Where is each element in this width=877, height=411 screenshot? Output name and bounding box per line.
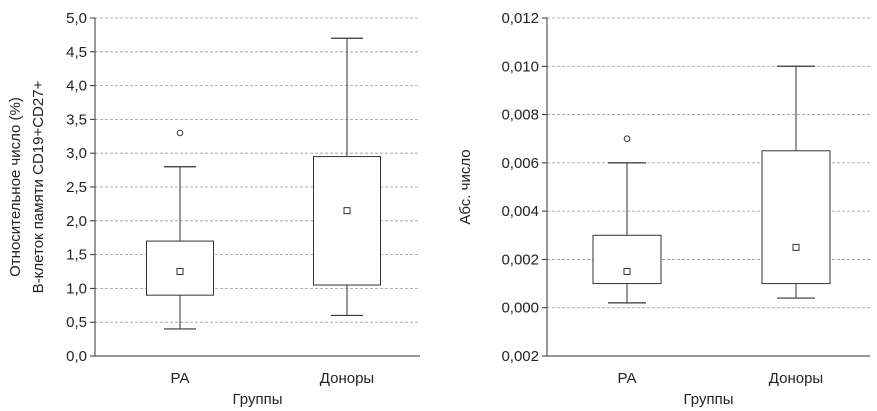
x-axis-title: Группы bbox=[684, 391, 734, 408]
x-category-label: PA bbox=[618, 370, 637, 387]
y-tick-label: 2,5 bbox=[66, 179, 87, 196]
y-tick-label: 1,5 bbox=[66, 247, 87, 264]
box-2 bbox=[761, 65, 831, 299]
y-tick-label: 5,0 bbox=[66, 10, 87, 27]
y-axis-title: B-клеток памяти CD19+CD27+ bbox=[30, 80, 47, 293]
y-tick-label: 2,0 bbox=[66, 213, 87, 230]
box-1 bbox=[146, 129, 214, 330]
outlier-point bbox=[176, 129, 184, 137]
y-tick-label: 1,0 bbox=[66, 280, 87, 297]
y-tick-label: 0,010 bbox=[501, 58, 539, 75]
x-category-label: Доноры bbox=[769, 370, 823, 387]
y-tick-label: 3,5 bbox=[66, 111, 87, 128]
box-2 bbox=[313, 37, 381, 317]
y-tick-label: 0,002 bbox=[501, 251, 539, 268]
y-tick-label: 0,0 bbox=[66, 348, 87, 365]
iqr-box bbox=[592, 234, 662, 285]
y-tick-label: 0,000 bbox=[501, 300, 539, 317]
box-1 bbox=[592, 135, 662, 304]
median-marker bbox=[623, 268, 631, 275]
y-tick-label: 0,008 bbox=[501, 107, 539, 124]
median-marker bbox=[176, 268, 184, 275]
y-axis-title: Относительное число (%) bbox=[7, 97, 24, 277]
x-axis-title: Группы bbox=[233, 391, 283, 408]
median-marker bbox=[792, 243, 800, 251]
y-tick-label: 0,002 bbox=[501, 348, 539, 365]
y-tick-label: 4,0 bbox=[66, 78, 87, 95]
y-tick-label: 0,012 bbox=[501, 10, 539, 27]
chart-panel-2: 0,002 0,000 0,002 0,004 0,006 0,008 0,010 0,012… bbox=[457, 10, 870, 408]
y-tick-label: 4,5 bbox=[66, 44, 87, 61]
x-category-label: Доноры bbox=[320, 370, 374, 387]
chart-panel-1: 0,0 0,5 1,0 1,5 2,0 2,5 3,0 3,5 4,0 4,5 5,0 PA Донор… bbox=[7, 10, 420, 408]
y-tick-label: 0,004 bbox=[501, 203, 539, 220]
median-marker bbox=[343, 207, 351, 215]
y-axis-title: Абс. число bbox=[457, 149, 474, 224]
x-category-label: PA bbox=[171, 370, 190, 387]
iqr-box bbox=[313, 156, 381, 286]
iqr-box bbox=[761, 150, 831, 285]
y-tick-label: 0,006 bbox=[501, 155, 539, 172]
outlier-point bbox=[623, 135, 631, 143]
y-tick-label: 3,0 bbox=[66, 145, 87, 162]
y-tick-label: 0,5 bbox=[66, 314, 87, 331]
